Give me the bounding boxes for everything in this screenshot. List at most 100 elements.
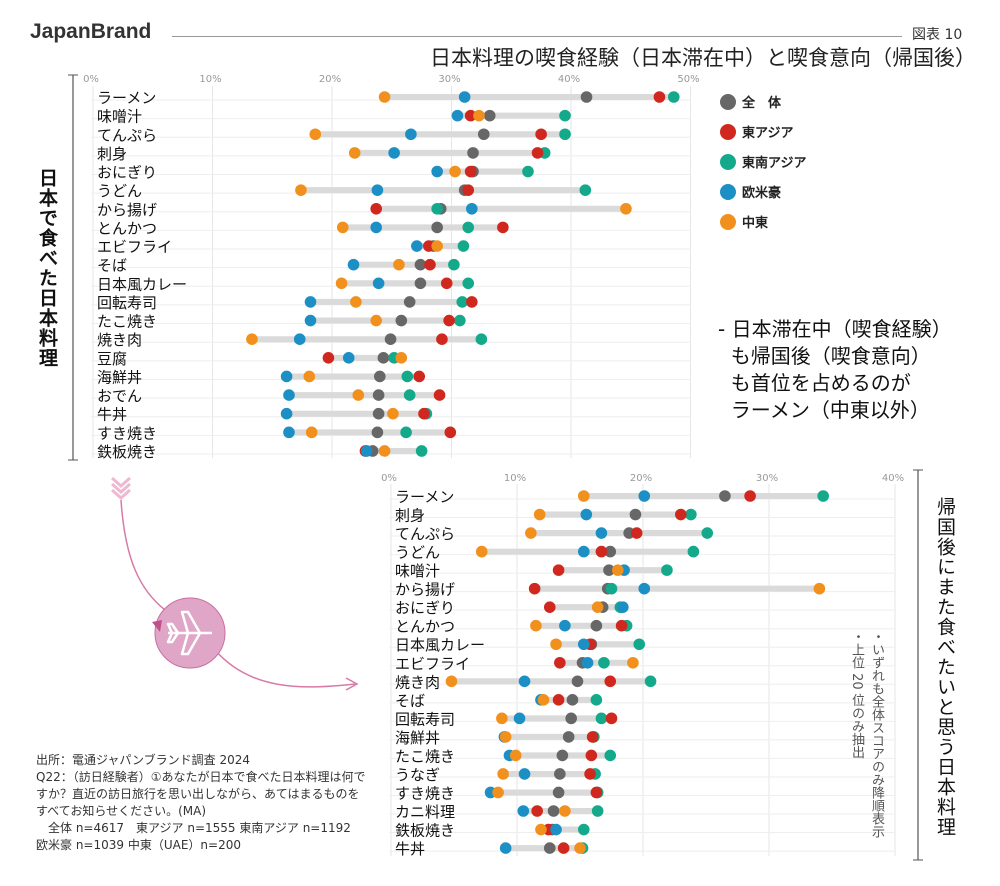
dot-western <box>513 712 526 725</box>
dot-southeast-asia <box>559 109 571 122</box>
dot-southeast-asia <box>605 582 618 595</box>
dot-southeast-asia <box>590 694 603 706</box>
dot-western <box>518 768 531 780</box>
category-label: うどん <box>97 182 142 200</box>
dot-western <box>466 202 478 215</box>
dot-southeast-asia <box>604 749 617 762</box>
dot-western <box>280 407 293 420</box>
dot-all <box>377 352 390 364</box>
dot-all <box>603 564 615 576</box>
dot-western <box>577 638 590 651</box>
category-label: たこ焼き <box>395 747 455 765</box>
category-label: 鉄板焼き <box>395 822 455 840</box>
dot-southeast-asia <box>579 184 592 196</box>
dot-east-asia <box>604 675 617 688</box>
category-label: 回転寿司 <box>395 710 455 728</box>
dot-southeast-asia <box>401 370 414 383</box>
category-label: ラーメン <box>395 488 454 506</box>
dot-east-asia <box>443 314 455 327</box>
x-tick-label: 50% <box>677 74 699 85</box>
category-label: 味噌汁 <box>97 108 142 126</box>
dot-western <box>347 258 360 271</box>
category-label: から揚げ <box>97 201 157 219</box>
legend-label: 東南アジア <box>742 155 806 171</box>
dot-east-asia <box>531 147 544 159</box>
chart-1: 0% 10% 20% 30% 40% 50% ラーメン味噌汁てんぷら刺身おにぎりうどんから揚… <box>83 74 700 461</box>
dot-western <box>577 545 590 558</box>
legend-label: 欧米豪 <box>742 185 781 201</box>
dot-all <box>395 314 408 327</box>
dot-east-asia <box>744 490 756 502</box>
legend-marker <box>720 184 736 200</box>
dot-all <box>414 258 427 271</box>
category-label: おでん <box>97 387 142 405</box>
dot-southeast-asia <box>817 490 829 502</box>
x-tick-label: 20% <box>319 74 341 85</box>
dot-western <box>617 601 629 613</box>
dot-east-asia <box>535 128 547 141</box>
dot-southeast-asia <box>577 823 590 836</box>
legend-marker <box>720 154 736 170</box>
dot-southeast-asia <box>475 333 488 345</box>
dot-western <box>451 109 464 122</box>
dot-all <box>374 370 386 383</box>
dot-east-asia <box>552 694 565 706</box>
dot-all <box>565 712 577 725</box>
category-label: 海鮮丼 <box>97 368 142 386</box>
dot-middle-east <box>533 508 546 521</box>
dot-western <box>559 619 571 632</box>
dot-all <box>414 277 427 290</box>
dot-all <box>483 109 496 122</box>
dot-western <box>458 91 471 103</box>
dot-western <box>280 370 293 383</box>
dot-east-asia <box>424 258 436 271</box>
dot-western <box>638 582 651 595</box>
dot-middle-east <box>336 221 349 234</box>
dot-east-asia <box>418 407 430 420</box>
x-tick-label: 10% <box>199 74 221 85</box>
flow-arrow-icon <box>111 476 359 691</box>
category-label: おにぎり <box>97 164 157 182</box>
category-label: 鉄板焼き <box>97 443 157 461</box>
dot-middle-east <box>620 202 632 215</box>
page-title: 日本料理の喫食経験（日本滞在中）と喫食意向（帰国後） <box>430 46 976 70</box>
dot-southeast-asia <box>415 445 428 457</box>
category-label: 焼き肉 <box>395 673 440 691</box>
dot-middle-east <box>449 165 461 178</box>
dot-east-asia <box>464 109 477 122</box>
x-tick-label: 40% <box>558 74 580 85</box>
dot-western <box>371 184 384 196</box>
dot-all <box>566 694 579 706</box>
legend-label: 東アジア <box>742 125 793 141</box>
dot-middle-east <box>309 128 322 141</box>
category-label: エビフライ <box>97 238 172 256</box>
dot-all <box>719 490 731 502</box>
category-label: たこ焼き <box>97 313 157 331</box>
dot-all <box>431 221 443 234</box>
dot-southeast-asia <box>559 128 571 141</box>
dot-east-asia <box>585 749 598 762</box>
dot-middle-east <box>627 656 639 669</box>
dot-east-asia <box>543 601 556 613</box>
dot-southeast-asia <box>598 656 610 669</box>
dot-middle-east <box>295 184 307 196</box>
legend-marker <box>720 124 736 140</box>
dot-southeast-asia <box>687 545 700 558</box>
dot-southeast-asia <box>431 202 443 215</box>
dot-western <box>405 128 417 141</box>
dot-middle-east <box>535 823 547 836</box>
chart1-ylabel: 日本で食べた日本料理 <box>36 168 58 368</box>
dot-southeast-asia <box>462 221 475 234</box>
x-tick-label: 40% <box>882 473 904 484</box>
dot-all <box>571 675 584 688</box>
source-line: 出所：電通ジャパンブランド調査 2024 <box>36 753 250 767</box>
dot-middle-east <box>378 91 391 103</box>
dot-east-asia <box>462 184 475 196</box>
category-label: 刺身 <box>395 507 425 525</box>
dot-east-asia <box>557 842 570 854</box>
dot-middle-east <box>813 582 826 595</box>
category-label: すき焼き <box>395 784 455 802</box>
dot-east-asia <box>370 202 383 215</box>
dot-southeast-asia <box>595 712 608 725</box>
category-label: うなぎ <box>395 766 440 784</box>
